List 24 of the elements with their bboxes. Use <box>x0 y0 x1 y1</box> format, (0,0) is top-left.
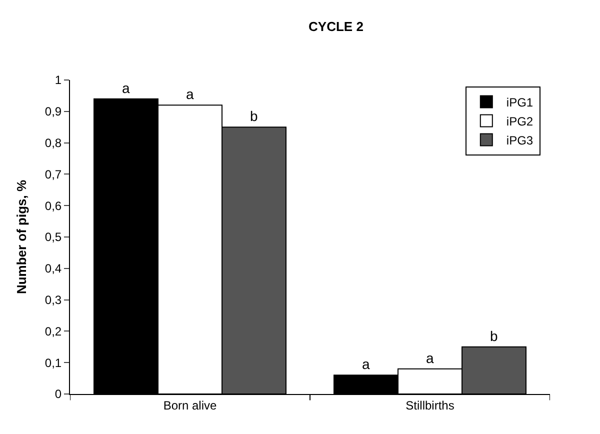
y-tick-label: 1 <box>54 73 62 88</box>
x-tick-label: Born alive <box>163 398 217 412</box>
y-tick-label: 0,3 <box>44 293 62 307</box>
data-label: a <box>426 350 434 366</box>
data-label: a <box>186 86 194 102</box>
legend-label: iPG3 <box>506 133 534 148</box>
y-axis-title: Number of pigs, % <box>14 180 29 294</box>
data-label: a <box>362 356 370 372</box>
y-tick-label: 0,2 <box>44 324 62 338</box>
y-tick-label: 0,5 <box>44 230 62 244</box>
data-label: a <box>122 80 130 96</box>
y-tick-label: 0,6 <box>44 198 62 213</box>
y-tick-label: 0 <box>54 387 62 402</box>
legend-label: iPG2 <box>506 114 534 128</box>
legend-label: iPG1 <box>506 95 534 110</box>
y-tick-label: 0,1 <box>44 356 62 370</box>
chart-title: CYCLE 2 <box>308 18 364 34</box>
y-tick-label: 0,9 <box>44 104 62 119</box>
data-label: b <box>490 328 498 344</box>
data-label: b <box>250 108 258 124</box>
x-tick-label: Stillbirths <box>406 398 454 412</box>
y-tick-label: 0,8 <box>44 136 62 150</box>
y-tick-label: 0,4 <box>44 262 62 276</box>
y-tick-label: 0,7 <box>44 167 62 182</box>
